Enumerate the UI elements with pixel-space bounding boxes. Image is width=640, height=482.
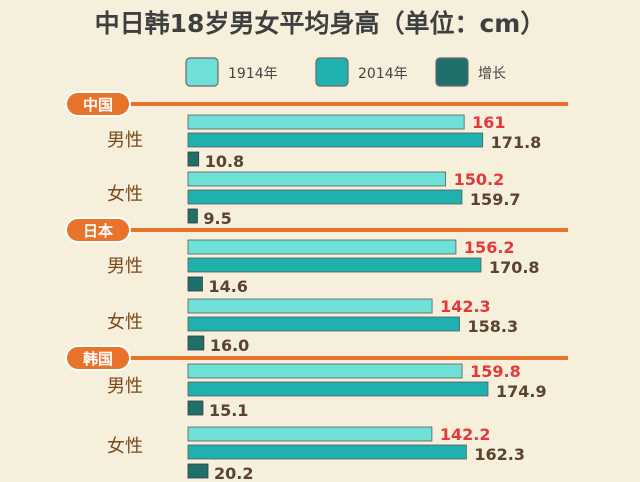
bar-1914-0-0 xyxy=(187,114,465,130)
gender-label-0-1: 女性 xyxy=(107,184,143,205)
bar-2014-0-1 xyxy=(187,189,463,205)
legend-label-1: 2014年 xyxy=(358,66,408,82)
value-2014-1-0: 170.8 xyxy=(489,258,540,277)
group-label-1: 日本 xyxy=(83,222,113,240)
value-2014-1-1: 158.3 xyxy=(468,317,519,336)
bar-1914-0-1 xyxy=(187,171,447,187)
value-increase-1-0: 14.6 xyxy=(208,277,247,296)
value-2014-2-1: 162.3 xyxy=(474,445,525,464)
bar-2014-1-0 xyxy=(187,257,482,273)
bar-increase-0-1 xyxy=(187,208,198,224)
value-increase-2-1: 20.2 xyxy=(214,464,253,482)
bar-2014-1-1 xyxy=(187,316,460,332)
gender-label-1-0: 男性 xyxy=(107,256,143,277)
value-increase-0-0: 10.8 xyxy=(205,152,244,171)
bar-2014-0-0 xyxy=(187,132,484,148)
value-2014-0-1: 159.7 xyxy=(470,190,521,209)
bar-1914-1-0 xyxy=(187,239,457,255)
bar-2014-2-1 xyxy=(187,444,467,460)
legend-label-0: 1914年 xyxy=(228,66,278,82)
chart-groups: 中国男性161171.810.8女性150.2159.79.5日本男性156.2… xyxy=(65,91,568,482)
gender-label-1-1: 女性 xyxy=(107,312,143,333)
legend-swatch-0 xyxy=(185,57,219,87)
chart-legend: 1914年 2014年 增长 xyxy=(185,57,506,87)
group-label-0: 中国 xyxy=(83,96,113,114)
chart-title: 中日韩18岁男女平均身高（单位：cm） xyxy=(95,9,546,38)
value-2014-0-0: 171.8 xyxy=(491,133,542,152)
value-2014-2-0: 174.9 xyxy=(496,382,547,401)
bar-increase-1-1 xyxy=(187,335,205,351)
group-badge-1 xyxy=(65,217,131,243)
value-1914-2-1: 142.2 xyxy=(440,425,491,444)
bar-increase-2-0 xyxy=(187,400,204,416)
value-1914-1-1: 142.3 xyxy=(440,297,491,316)
bar-increase-1-0 xyxy=(187,276,203,292)
bar-1914-2-0 xyxy=(187,363,463,379)
value-1914-2-0: 159.8 xyxy=(470,362,521,381)
gender-label-0-0: 男性 xyxy=(107,130,143,151)
value-increase-0-1: 9.5 xyxy=(203,209,231,228)
bar-2014-2-0 xyxy=(187,381,489,397)
value-increase-2-0: 15.1 xyxy=(209,401,248,420)
group-badge-2 xyxy=(65,345,131,371)
legend-label-2: 增长 xyxy=(478,66,506,82)
value-1914-1-0: 156.2 xyxy=(464,238,515,257)
bar-increase-2-1 xyxy=(187,463,209,479)
group-badge-0 xyxy=(65,91,131,117)
bar-increase-0-0 xyxy=(187,151,200,167)
bar-1914-2-1 xyxy=(187,426,433,442)
gender-label-2-1: 女性 xyxy=(107,436,143,457)
value-1914-0-1: 150.2 xyxy=(454,170,505,189)
gender-label-2-0: 男性 xyxy=(107,376,143,397)
legend-swatch-1 xyxy=(315,57,349,87)
group-label-2: 韩国 xyxy=(83,350,113,368)
legend-swatch-2 xyxy=(435,57,469,87)
bar-1914-1-1 xyxy=(187,298,433,314)
value-1914-0-0: 161 xyxy=(472,113,505,132)
value-increase-1-1: 16.0 xyxy=(210,336,249,355)
